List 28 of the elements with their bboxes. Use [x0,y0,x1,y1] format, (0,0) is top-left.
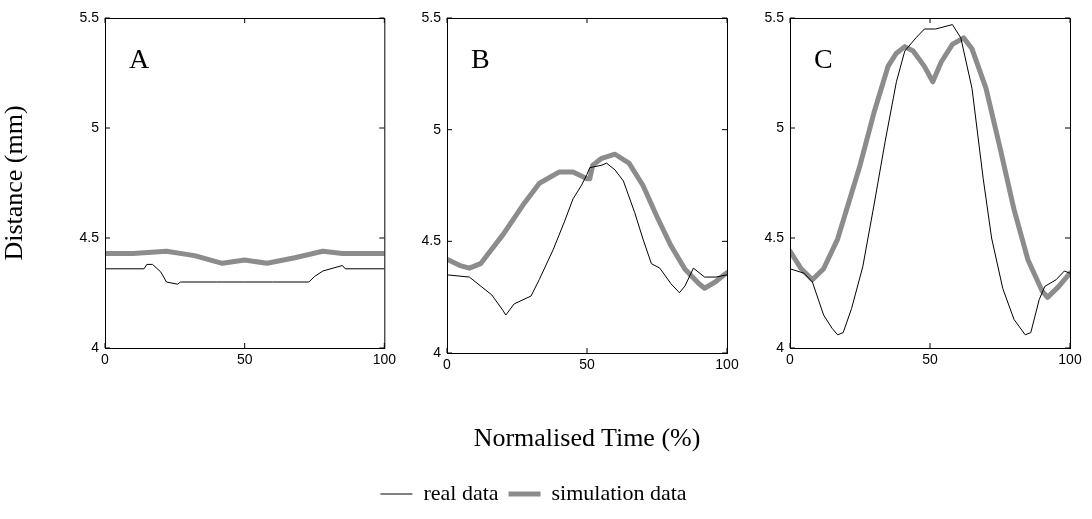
y-axis-title: Distance (mm) [0,105,29,261]
legend-label: real data [423,479,499,505]
y-tick-label: 4 [91,338,100,355]
y-tick-label: 5.5 [79,8,100,25]
y-tick-label: 4.5 [764,228,785,245]
y-tick-label: 4 [776,338,785,355]
x-tick-label: 0 [443,356,452,373]
x-tick-label: 100 [372,351,397,368]
legend-label: simulation data [551,479,687,505]
text: B [471,43,490,74]
x-tick-label: 0 [101,351,110,368]
text: C [814,43,833,74]
x-tick-label: 0 [786,351,795,368]
x-axis-title: Normalised Time (%) [473,423,701,453]
y-tick-label: 4 [433,343,442,360]
y-tick-label: 5 [776,118,785,135]
y-tick-label: 5.5 [421,8,442,25]
x-tick-label: 50 [922,351,938,368]
y-tick-label: 4.5 [79,228,100,245]
x-tick-label: 50 [579,356,595,373]
y-tick-label: 5 [433,120,442,137]
y-tick-label: 4.5 [421,232,442,249]
x-tick-label: 100 [715,356,739,373]
y-tick-label: 5 [91,118,100,135]
x-tick-label: 50 [236,351,253,368]
text: A [129,43,150,74]
x-tick-label: 100 [1058,351,1082,368]
y-tick-label: 5.5 [764,8,785,25]
